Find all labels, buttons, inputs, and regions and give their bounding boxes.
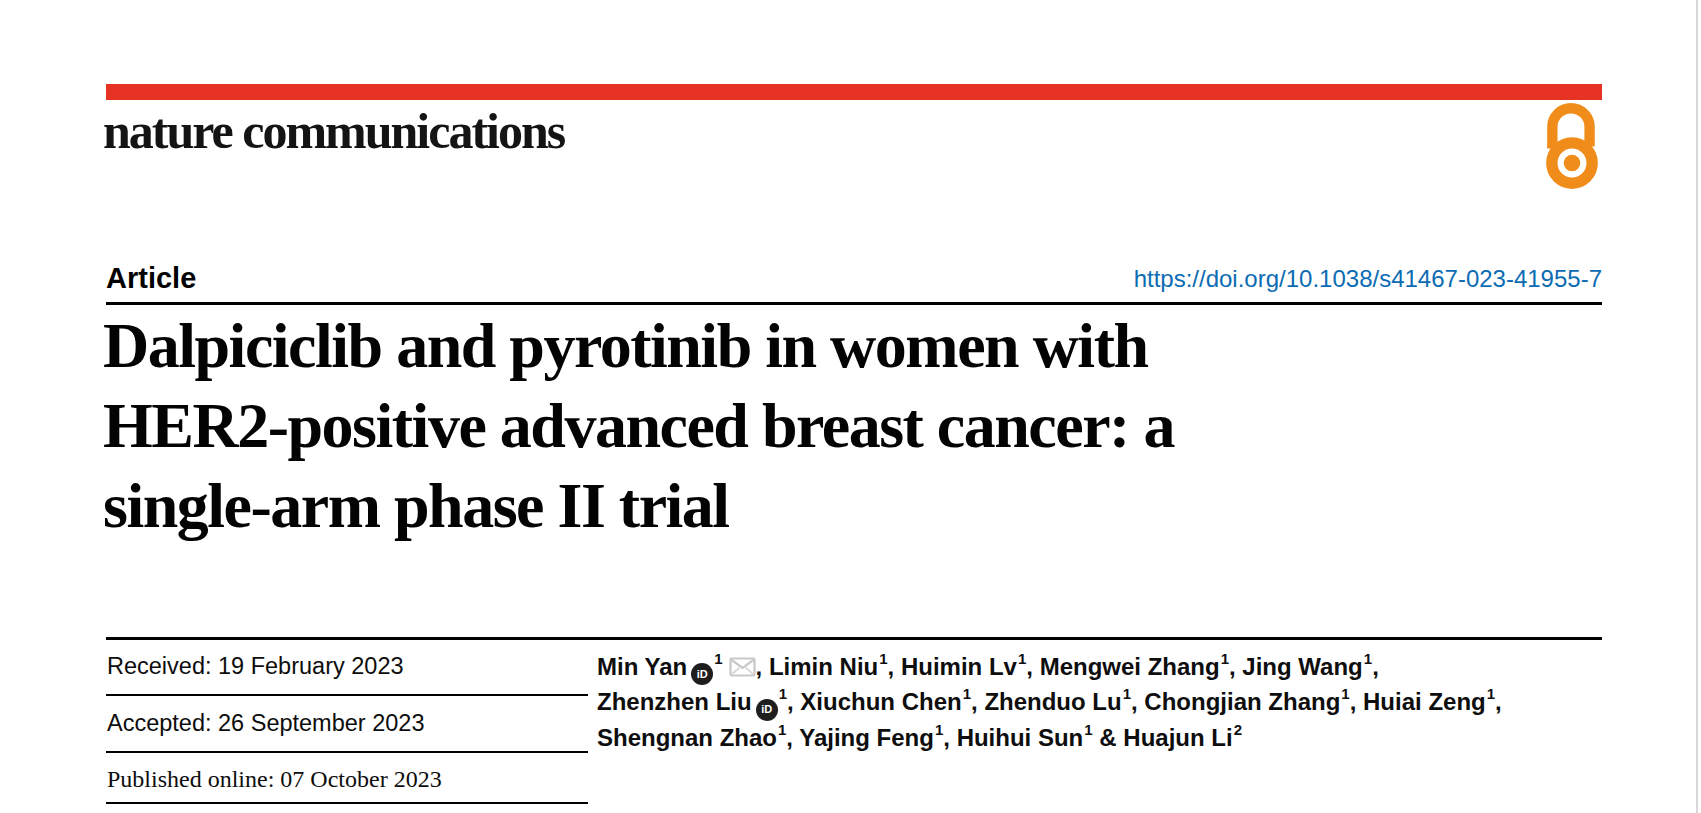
author-separator: & bbox=[1093, 724, 1124, 751]
author-name: Shengnan Zhao bbox=[597, 724, 777, 751]
author-name: Huimin Lv bbox=[901, 653, 1017, 680]
author-name: Huajun Li bbox=[1123, 724, 1232, 751]
history-received: Received: 19 February 2023 bbox=[107, 652, 404, 680]
author-separator: , bbox=[888, 653, 901, 680]
article-type-label: Article bbox=[106, 263, 196, 293]
history-accepted: Accepted: 26 September 2023 bbox=[107, 709, 424, 737]
author-name: Huiai Zeng bbox=[1363, 688, 1486, 715]
history-published: Published online: 07 October 2023 bbox=[107, 765, 442, 793]
history-rule-1 bbox=[106, 694, 588, 696]
author-superscript: 1 bbox=[1341, 685, 1349, 702]
author-name: Min Yan bbox=[597, 653, 687, 680]
doi-link[interactable]: https://doi.org/10.1038/s41467-023-41955… bbox=[1134, 266, 1602, 292]
title-line-1: Dalpiciclib and pyrotinib in women with bbox=[103, 306, 1453, 386]
open-access-icon bbox=[1542, 103, 1602, 190]
author-name: Zhenzhen Liu bbox=[597, 688, 752, 715]
author-separator: , bbox=[1131, 688, 1144, 715]
author-name: Limin Niu bbox=[769, 653, 878, 680]
history-rule-2 bbox=[106, 751, 588, 753]
email-icon[interactable] bbox=[729, 657, 756, 677]
author-superscript: 1 bbox=[779, 685, 787, 702]
author-name: Jing Wang bbox=[1242, 653, 1362, 680]
author-superscript: 1 bbox=[1487, 685, 1495, 702]
article-title: Dalpiciclib and pyrotinib in women with … bbox=[103, 306, 1453, 546]
author-name: Zhenduo Lu bbox=[984, 688, 1121, 715]
journal-wordmark: nature communications bbox=[103, 106, 564, 156]
author-name: Chongjian Zhang bbox=[1144, 688, 1340, 715]
history-rule-3 bbox=[106, 802, 588, 804]
author-separator: , bbox=[971, 688, 984, 715]
brand-bar bbox=[106, 84, 1602, 100]
author-superscript: 1 bbox=[1364, 650, 1372, 667]
author-line: Shengnan Zhao1, Yajing Feng1, Huihui Sun… bbox=[597, 721, 1617, 756]
author-superscript: 1 bbox=[1018, 650, 1026, 667]
author-line: Min YaniD1, Limin Niu1, Huimin Lv1, Meng… bbox=[597, 650, 1617, 685]
authors-block: Min YaniD1, Limin Niu1, Huimin Lv1, Meng… bbox=[597, 650, 1617, 755]
author-superscript: 1 bbox=[963, 685, 971, 702]
author-name: Huihui Sun bbox=[957, 724, 1084, 751]
author-superscript: 1 bbox=[879, 650, 887, 667]
author-superscript: 1 bbox=[1084, 721, 1092, 738]
author-name: Xiuchun Chen bbox=[800, 688, 961, 715]
author-separator: , bbox=[943, 724, 956, 751]
author-line: Zhenzhen LiuiD1, Xiuchun Chen1, Zhenduo … bbox=[597, 685, 1617, 720]
orcid-icon[interactable]: iD bbox=[756, 699, 778, 721]
author-separator: , bbox=[1350, 688, 1363, 715]
author-superscript: 1 bbox=[714, 650, 722, 667]
author-superscript: 1 bbox=[778, 721, 786, 738]
author-separator: , bbox=[756, 653, 769, 680]
author-superscript: 2 bbox=[1234, 721, 1242, 738]
orcid-icon[interactable]: iD bbox=[691, 663, 713, 685]
author-name: Yajing Feng bbox=[799, 724, 934, 751]
author-name: Mengwei Zhang bbox=[1040, 653, 1220, 680]
author-superscript: 1 bbox=[1123, 685, 1131, 702]
author-separator: , bbox=[1026, 653, 1039, 680]
author-separator: , bbox=[1372, 653, 1379, 680]
title-line-2: HER2-positive advanced breast cancer: a bbox=[103, 386, 1453, 466]
author-separator: , bbox=[1495, 688, 1502, 715]
title-line-3: single-arm phase II trial bbox=[103, 466, 1453, 546]
history-top-rule bbox=[106, 637, 1602, 640]
author-separator: , bbox=[787, 688, 800, 715]
author-superscript: 1 bbox=[1221, 650, 1229, 667]
author-separator: , bbox=[786, 724, 799, 751]
author-superscript: 1 bbox=[935, 721, 943, 738]
author-separator: , bbox=[1229, 653, 1242, 680]
page-edge-line bbox=[1696, 0, 1698, 813]
header-rule bbox=[106, 302, 1602, 305]
